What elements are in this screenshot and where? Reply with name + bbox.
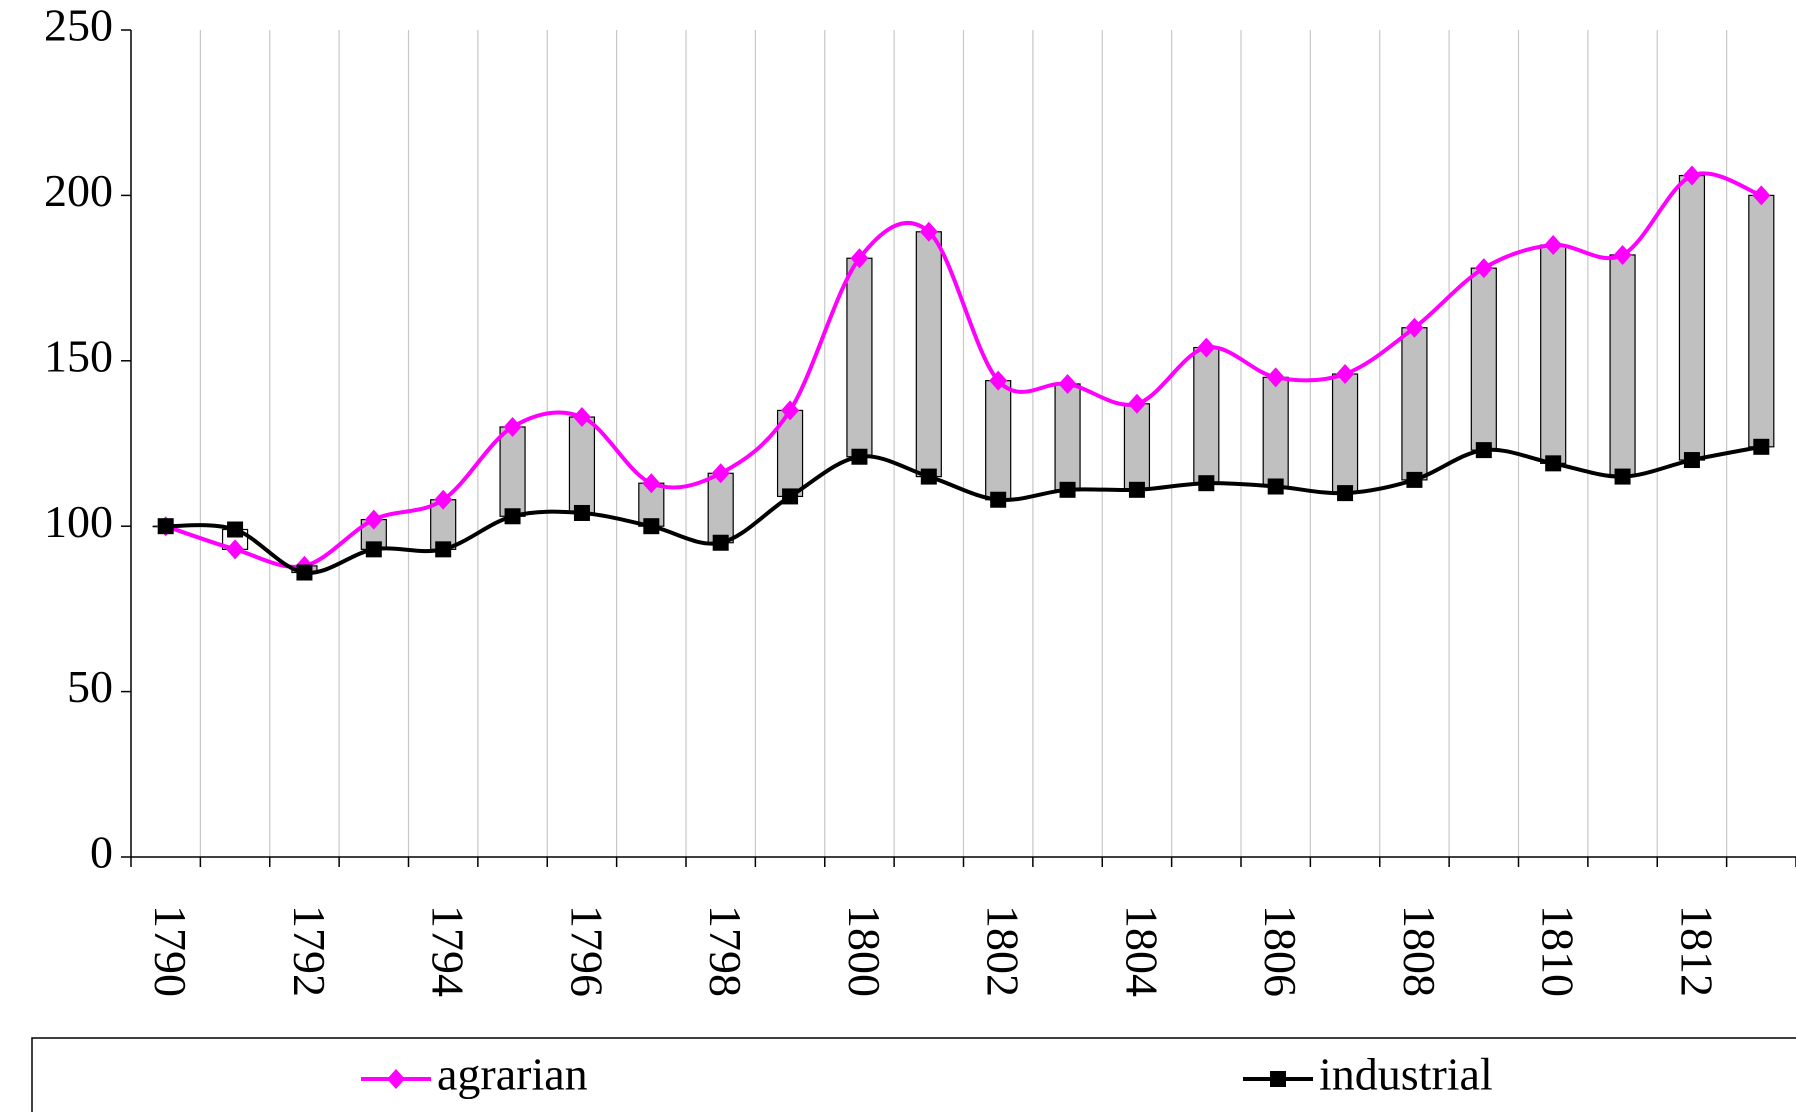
- y-tick-label: 150: [44, 330, 113, 381]
- high-low-bar: [1678, 174, 1706, 461]
- marker: [850, 248, 869, 269]
- marker: [1753, 438, 1770, 455]
- x-tick-label: 1790: [145, 905, 196, 997]
- marker: [434, 489, 453, 510]
- marker: [782, 488, 799, 505]
- marker: [1544, 235, 1563, 256]
- marker: [296, 564, 313, 581]
- marker: [435, 541, 452, 558]
- marker: [1059, 481, 1076, 498]
- x-tick-label: 1808: [1394, 905, 1445, 997]
- marker: [643, 518, 660, 535]
- x-tick-label: 1810: [1533, 905, 1584, 997]
- marker: [1682, 165, 1701, 186]
- x-tick-label: 1804: [1116, 905, 1167, 997]
- marker: [1336, 364, 1355, 385]
- marker: [1406, 471, 1423, 488]
- marker: [1613, 244, 1632, 265]
- high-low-bar: [568, 416, 596, 514]
- marker: [1337, 485, 1354, 502]
- marker: [573, 504, 590, 521]
- marker: [1128, 481, 1145, 498]
- x-tick-label: 1812: [1671, 905, 1722, 997]
- high-low-bar: [1401, 327, 1428, 481]
- high-low-bar: [1540, 244, 1567, 464]
- marker: [227, 521, 244, 538]
- high-low-bar: [1609, 254, 1636, 478]
- x-tick-label: 1800: [839, 905, 890, 997]
- x-tick-label: 1806: [1255, 905, 1306, 997]
- x-tick-label: 1798: [700, 905, 751, 997]
- high-low-bar: [915, 231, 942, 478]
- marker: [1270, 1071, 1286, 1087]
- marker: [642, 473, 661, 494]
- marker: [1475, 442, 1492, 459]
- marker: [387, 1069, 405, 1089]
- marker: [851, 448, 868, 465]
- marker: [989, 370, 1008, 391]
- marker: [712, 534, 729, 551]
- marker: [503, 416, 522, 437]
- marker: [364, 509, 383, 530]
- high-low-bar: [707, 472, 734, 544]
- high-low-bar: [1748, 194, 1775, 448]
- marker: [1405, 317, 1424, 338]
- marker: [711, 463, 730, 484]
- x-tick-label: 1794: [423, 905, 474, 997]
- high-low-bar: [1262, 376, 1289, 488]
- marker: [1197, 337, 1216, 358]
- legend-box: [31, 1037, 1796, 1112]
- marker: [1474, 258, 1493, 279]
- y-tick-label: 200: [44, 165, 113, 216]
- legend-label: agrarian: [437, 1049, 588, 1100]
- marker: [1266, 367, 1285, 388]
- high-low-bar: [1470, 267, 1497, 451]
- high-low-bar: [846, 257, 873, 458]
- marker: [990, 491, 1007, 508]
- marker: [1127, 393, 1146, 414]
- marker: [1752, 185, 1771, 206]
- marker: [920, 468, 937, 485]
- marker: [1614, 468, 1631, 485]
- marker: [226, 539, 245, 560]
- marker: [1683, 452, 1700, 469]
- marker: [919, 221, 938, 242]
- y-tick-label: 50: [67, 661, 113, 712]
- high-low-bar: [1193, 346, 1220, 484]
- high-low-bar: [985, 380, 1012, 501]
- high-low-bar: [1331, 373, 1359, 494]
- marker: [1198, 475, 1215, 492]
- marker: [504, 508, 521, 525]
- high-low-bar: [1123, 403, 1151, 491]
- x-tick-label: 1796: [561, 905, 612, 997]
- x-tick-label: 1802: [978, 905, 1029, 997]
- marker: [157, 518, 174, 535]
- marker: [781, 400, 800, 421]
- high-low-bar: [499, 426, 526, 517]
- marker: [365, 541, 382, 558]
- y-tick-label: 100: [44, 496, 113, 547]
- marker: [1267, 478, 1284, 495]
- y-tick-label: 250: [44, 0, 113, 51]
- marker: [572, 407, 591, 428]
- marker: [1058, 373, 1077, 394]
- x-tick-label: 1792: [284, 905, 335, 997]
- legend-label: industrial: [1319, 1049, 1493, 1100]
- y-tick-label: 0: [90, 827, 113, 878]
- high-low-bar: [1054, 383, 1081, 491]
- marker: [1545, 455, 1562, 472]
